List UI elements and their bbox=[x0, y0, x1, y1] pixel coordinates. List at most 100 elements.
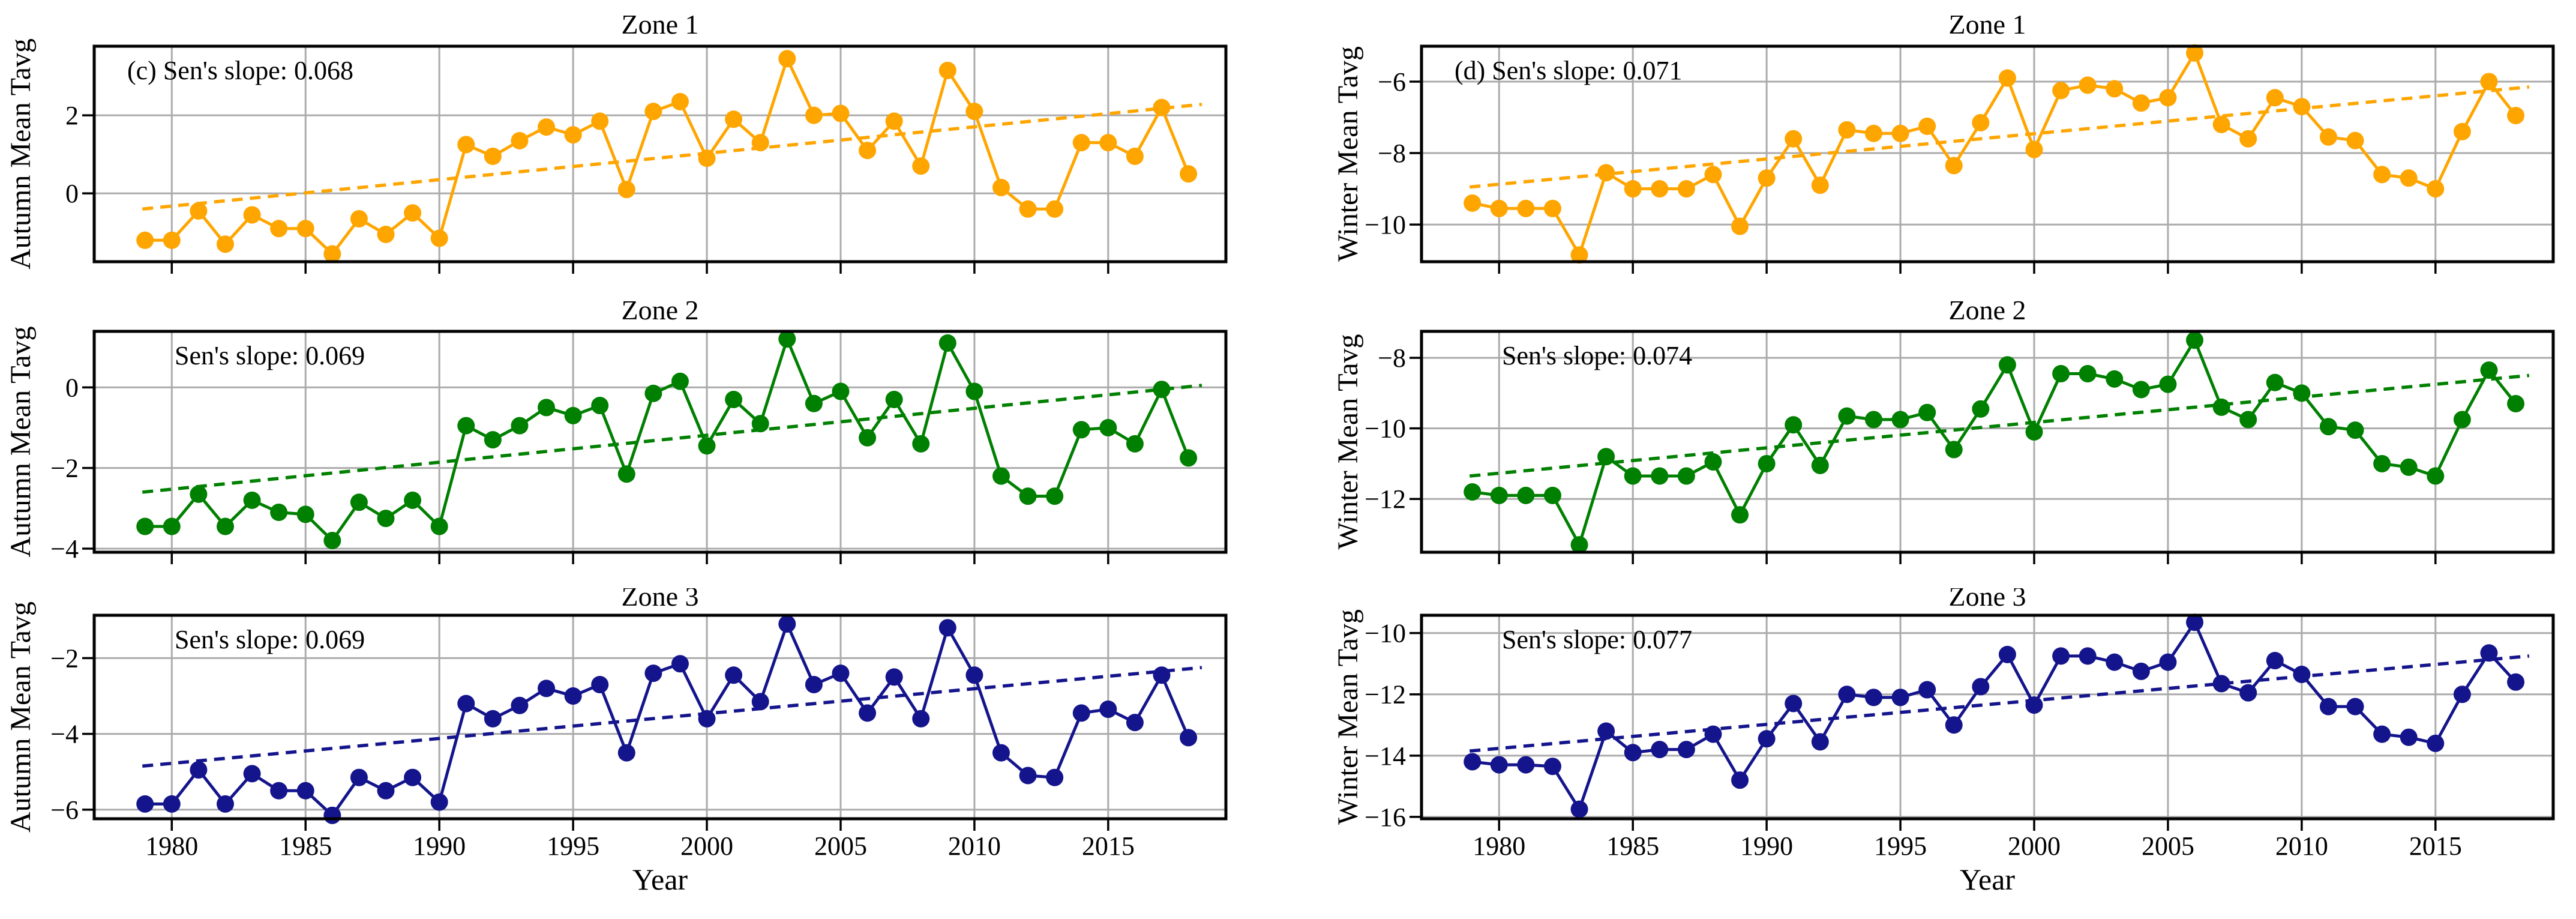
data-point bbox=[1785, 130, 1803, 148]
plot-frame bbox=[1420, 613, 2555, 821]
data-point bbox=[1945, 716, 1963, 734]
data-point bbox=[2480, 361, 2498, 379]
data-point bbox=[1758, 169, 1776, 187]
x-tick-label: 1985 bbox=[279, 831, 332, 861]
data-point bbox=[832, 664, 850, 682]
data-point bbox=[404, 204, 422, 222]
data-point bbox=[1490, 756, 1508, 774]
data-point bbox=[885, 112, 903, 130]
plot-frame bbox=[92, 44, 1228, 264]
chart-autumn-zone2: Zone 2 0 −2 −4 Autumn Mean Tavg Sen's slope: … bbox=[5, 295, 1228, 564]
y-axis-label: Winter Mean Tavg bbox=[1332, 334, 1364, 549]
y-tick-label: −10 bbox=[1365, 414, 1406, 444]
data-point bbox=[859, 142, 877, 160]
data-point bbox=[2373, 725, 2391, 743]
data-point bbox=[216, 517, 234, 535]
panel-title: Zone 3 bbox=[1948, 588, 2026, 612]
chart-autumn-zone3: Zone 3 −2 −4 −6 1980 1985 1990 1995 2000 2005 2010… bbox=[5, 588, 1228, 896]
data-point bbox=[1972, 113, 1990, 131]
data-point bbox=[136, 795, 154, 813]
series-line bbox=[1472, 619, 2517, 813]
data-point bbox=[1731, 506, 1749, 524]
data-point bbox=[2480, 644, 2498, 662]
data-point bbox=[2132, 662, 2150, 680]
data-point bbox=[296, 220, 314, 238]
data-point bbox=[564, 687, 582, 705]
data-point bbox=[2373, 454, 2391, 472]
data-point bbox=[1099, 134, 1117, 152]
series-line bbox=[1472, 337, 2517, 549]
data-point bbox=[377, 510, 395, 528]
data-point bbox=[2186, 331, 2204, 349]
data-point bbox=[243, 206, 261, 224]
data-point bbox=[1704, 725, 1722, 743]
data-point bbox=[1998, 69, 2016, 87]
x-tick-label: 1980 bbox=[1473, 831, 1525, 861]
data-point bbox=[163, 517, 181, 535]
data-point bbox=[965, 666, 983, 684]
data-point bbox=[1918, 117, 1936, 135]
data-point bbox=[2239, 130, 2257, 148]
data-point bbox=[190, 485, 208, 503]
x-tick-label: 1990 bbox=[413, 831, 466, 861]
data-point bbox=[591, 676, 609, 694]
series-line bbox=[145, 619, 1190, 818]
data-point bbox=[2106, 653, 2124, 671]
trend-line bbox=[1469, 373, 2530, 478]
data-point bbox=[2480, 73, 2498, 91]
panel-title: Zone 3 bbox=[621, 588, 698, 612]
data-point bbox=[1570, 246, 1588, 264]
data-point bbox=[484, 431, 502, 449]
data-point bbox=[377, 225, 395, 243]
data-point bbox=[2373, 166, 2391, 184]
data-point bbox=[965, 103, 983, 121]
data-point bbox=[1046, 487, 1064, 505]
data-point bbox=[1758, 730, 1776, 748]
data-point bbox=[859, 429, 877, 447]
data-point bbox=[1677, 741, 1695, 759]
y-tick-label: −10 bbox=[1365, 210, 1406, 240]
data-point bbox=[1785, 416, 1803, 434]
data-point bbox=[725, 110, 743, 128]
data-point bbox=[1464, 753, 1482, 771]
data-point bbox=[1972, 400, 1990, 418]
plot-frame bbox=[1420, 330, 2555, 554]
data-point bbox=[136, 517, 154, 535]
data-point bbox=[1811, 176, 1829, 194]
data-point bbox=[1543, 486, 1561, 504]
data-point bbox=[1891, 688, 1909, 707]
data-point bbox=[430, 793, 448, 811]
x-tick-label: 2000 bbox=[680, 831, 733, 861]
data-point bbox=[1180, 729, 1198, 747]
data-point bbox=[1517, 199, 1535, 217]
panel-winter-zone1: Zone 1 −6 −8 −10 Winter Mean Tavg (d) Sen's s… bbox=[1288, 0, 2576, 294]
data-point bbox=[2132, 94, 2150, 112]
data-point bbox=[1072, 421, 1090, 439]
data-point bbox=[1517, 486, 1535, 504]
data-point bbox=[1543, 758, 1561, 776]
data-point bbox=[2025, 423, 2043, 441]
y-tick-label: −8 bbox=[1378, 139, 1406, 168]
x-tick-label: 2010 bbox=[2275, 831, 2328, 861]
data-point bbox=[1811, 456, 1829, 474]
data-point bbox=[511, 131, 529, 149]
data-point bbox=[1624, 180, 1642, 198]
data-point bbox=[270, 782, 288, 800]
series-line bbox=[1472, 49, 2517, 259]
series-line bbox=[145, 55, 1190, 256]
sens-slope-annotation: Sen's slope: 0.069 bbox=[175, 625, 365, 654]
x-tick-label: 1990 bbox=[1740, 831, 1793, 861]
data-point bbox=[1153, 381, 1171, 399]
data-point bbox=[2212, 675, 2230, 693]
data-point bbox=[1046, 768, 1064, 786]
data-point bbox=[350, 209, 368, 227]
data-point bbox=[350, 493, 368, 511]
data-point bbox=[2266, 373, 2284, 391]
y-tick-label: 0 bbox=[65, 179, 79, 208]
plot-frame bbox=[92, 613, 1228, 821]
data-point bbox=[778, 615, 796, 633]
data-point bbox=[1126, 714, 1144, 732]
data-point bbox=[2052, 82, 2070, 100]
y-axis-label: Winter Mean Tavg bbox=[1332, 609, 1364, 825]
data-point bbox=[2293, 98, 2311, 116]
